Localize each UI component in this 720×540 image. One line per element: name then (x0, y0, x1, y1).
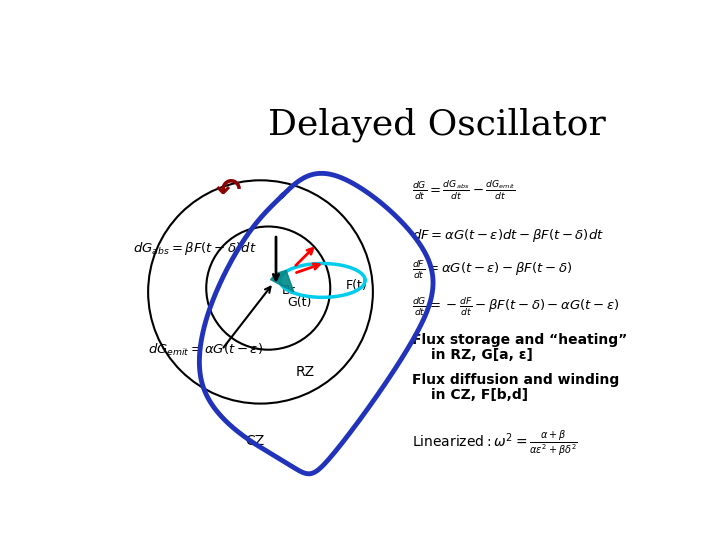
Text: CZ: CZ (245, 434, 264, 448)
Text: $dG_{emit} = \alpha G(t-\varepsilon)$: $dG_{emit} = \alpha G(t-\varepsilon)$ (148, 342, 264, 358)
Text: in CZ, F[b,d]: in CZ, F[b,d] (431, 388, 528, 402)
Text: $\frac{dG}{dt} = -\frac{dF}{dt} - \beta F(t-\delta) - \alpha G(t-\varepsilon)$: $\frac{dG}{dt} = -\frac{dF}{dt} - \beta … (412, 296, 619, 318)
Polygon shape (271, 271, 294, 292)
Text: RZ: RZ (295, 365, 315, 379)
Text: F(t): F(t) (346, 279, 367, 292)
Text: Flux storage and “heating”: Flux storage and “heating” (412, 333, 627, 347)
Text: $\frac{dG}{dt} = \frac{dG_{abs}}{dt} - \frac{dG_{emit}}{dt}$: $\frac{dG}{dt} = \frac{dG_{abs}}{dt} - \… (412, 179, 516, 202)
Text: $\mathrm{Linearized}: \omega^2 = \frac{\alpha+\beta}{\alpha\varepsilon^2+\beta\d: $\mathrm{Linearized}: \omega^2 = \frac{\… (412, 428, 577, 458)
Text: ↶: ↶ (215, 177, 240, 206)
Text: Delayed Oscillator: Delayed Oscillator (269, 107, 606, 141)
Text: G(t): G(t) (287, 296, 312, 309)
Text: Br: Br (282, 284, 296, 297)
Text: $dF = \alpha G(t-\varepsilon)dt - \beta F(t-\delta)dt$: $dF = \alpha G(t-\varepsilon)dt - \beta … (412, 226, 604, 244)
Text: in RZ, G[a, ε]: in RZ, G[a, ε] (431, 348, 533, 362)
Text: $dG_{abs} = \beta F(t-\delta)dt$: $dG_{abs} = \beta F(t-\delta)dt$ (132, 240, 256, 258)
Text: $\frac{dF}{dt} = \alpha G(t-\varepsilon) - \beta F(t-\delta)$: $\frac{dF}{dt} = \alpha G(t-\varepsilon)… (412, 259, 572, 281)
Text: Flux diffusion and winding: Flux diffusion and winding (412, 373, 619, 387)
